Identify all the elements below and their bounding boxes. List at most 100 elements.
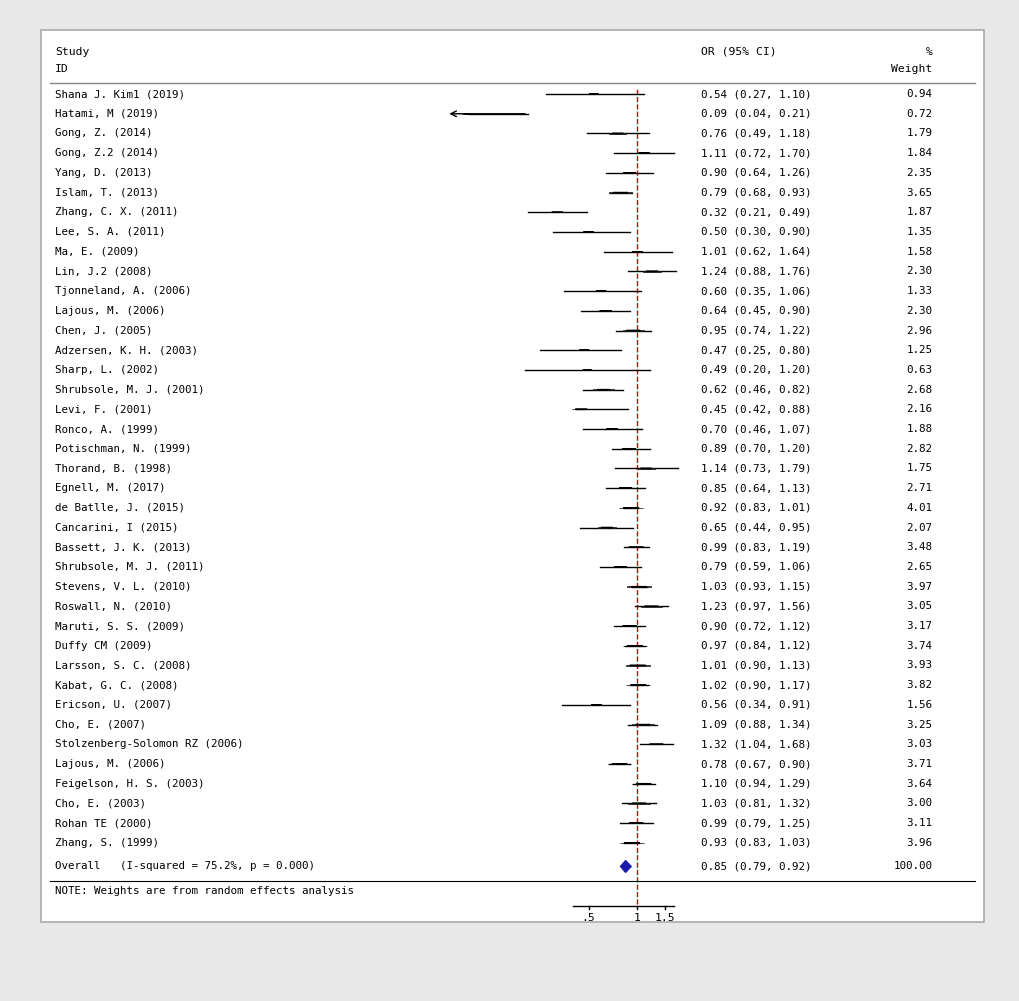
Text: 1.56: 1.56	[906, 700, 931, 710]
Text: ID: ID	[55, 64, 68, 74]
Text: 100.00: 100.00	[893, 862, 931, 872]
Text: 1.01 (0.90, 1.13): 1.01 (0.90, 1.13)	[701, 661, 811, 671]
Text: Roswall, N. (2010): Roswall, N. (2010)	[55, 602, 172, 612]
Text: 3.64: 3.64	[906, 779, 931, 789]
Text: 0.79 (0.59, 1.06): 0.79 (0.59, 1.06)	[701, 562, 811, 572]
Text: Lin, J.2 (2008): Lin, J.2 (2008)	[55, 266, 152, 276]
Text: Chen, J. (2005): Chen, J. (2005)	[55, 325, 152, 335]
Text: Cho, E. (2003): Cho, E. (2003)	[55, 799, 146, 809]
Text: 0.62 (0.46, 0.82): 0.62 (0.46, 0.82)	[701, 384, 811, 394]
Text: 1.58: 1.58	[906, 246, 931, 256]
Text: 0.32 (0.21, 0.49): 0.32 (0.21, 0.49)	[701, 207, 811, 217]
Text: 2.35: 2.35	[906, 168, 931, 178]
Text: 2.82: 2.82	[906, 443, 931, 453]
Text: Levi, F. (2001): Levi, F. (2001)	[55, 404, 152, 414]
Text: Islam, T. (2013): Islam, T. (2013)	[55, 187, 159, 197]
Text: Stolzenberg-Solomon RZ (2006): Stolzenberg-Solomon RZ (2006)	[55, 740, 244, 750]
Polygon shape	[620, 861, 631, 872]
Text: 2.68: 2.68	[906, 384, 931, 394]
Text: 1.88: 1.88	[906, 424, 931, 434]
Text: 1.01 (0.62, 1.64): 1.01 (0.62, 1.64)	[701, 246, 811, 256]
Text: 0.99 (0.83, 1.19): 0.99 (0.83, 1.19)	[701, 543, 811, 553]
Text: 1.03 (0.93, 1.15): 1.03 (0.93, 1.15)	[701, 582, 811, 592]
Text: 2.07: 2.07	[906, 523, 931, 533]
Text: 0.76 (0.49, 1.18): 0.76 (0.49, 1.18)	[701, 128, 811, 138]
Text: Larsson, S. C. (2008): Larsson, S. C. (2008)	[55, 661, 192, 671]
Text: 3.71: 3.71	[906, 759, 931, 769]
Text: 0.79 (0.68, 0.93): 0.79 (0.68, 0.93)	[701, 187, 811, 197]
Text: 0.64 (0.45, 0.90): 0.64 (0.45, 0.90)	[701, 306, 811, 315]
Text: Bassett, J. K. (2013): Bassett, J. K. (2013)	[55, 543, 192, 553]
Text: 1.03 (0.81, 1.32): 1.03 (0.81, 1.32)	[701, 799, 811, 809]
Text: 2.30: 2.30	[906, 266, 931, 276]
Text: Weight: Weight	[891, 64, 931, 74]
Text: 1.33: 1.33	[906, 286, 931, 296]
Text: 0.63: 0.63	[906, 365, 931, 375]
Text: NOTE: Weights are from random effects analysis: NOTE: Weights are from random effects an…	[55, 886, 354, 896]
Text: 1.11 (0.72, 1.70): 1.11 (0.72, 1.70)	[701, 148, 811, 158]
Text: 1.75: 1.75	[906, 463, 931, 473]
Text: 1.35: 1.35	[906, 227, 931, 237]
Text: Sharp, L. (2002): Sharp, L. (2002)	[55, 365, 159, 375]
Text: Study: Study	[55, 47, 90, 57]
Text: 0.90 (0.72, 1.12): 0.90 (0.72, 1.12)	[701, 621, 811, 631]
Text: 0.45 (0.42, 0.88): 0.45 (0.42, 0.88)	[701, 404, 811, 414]
Text: 1.09 (0.88, 1.34): 1.09 (0.88, 1.34)	[701, 720, 811, 730]
Text: 0.56 (0.34, 0.91): 0.56 (0.34, 0.91)	[701, 700, 811, 710]
Text: 3.82: 3.82	[906, 681, 931, 690]
Text: 0.60 (0.35, 1.06): 0.60 (0.35, 1.06)	[701, 286, 811, 296]
Text: Stevens, V. L. (2010): Stevens, V. L. (2010)	[55, 582, 192, 592]
Text: Feigelson, H. S. (2003): Feigelson, H. S. (2003)	[55, 779, 204, 789]
Text: Shana J. Kim1 (2019): Shana J. Kim1 (2019)	[55, 89, 184, 99]
Text: 0.85 (0.79, 0.92): 0.85 (0.79, 0.92)	[701, 862, 811, 872]
Text: Adzersen, K. H. (2003): Adzersen, K. H. (2003)	[55, 345, 198, 355]
Text: Shrubsole, M. J. (2001): Shrubsole, M. J. (2001)	[55, 384, 204, 394]
Text: 3.65: 3.65	[906, 187, 931, 197]
Text: Hatami, M (2019): Hatami, M (2019)	[55, 109, 159, 119]
Text: Kabat, G. C. (2008): Kabat, G. C. (2008)	[55, 681, 178, 690]
Text: 1.87: 1.87	[906, 207, 931, 217]
Text: 0.09 (0.04, 0.21): 0.09 (0.04, 0.21)	[701, 109, 811, 119]
Text: 0.92 (0.83, 1.01): 0.92 (0.83, 1.01)	[701, 503, 811, 513]
Text: Gong, Z. (2014): Gong, Z. (2014)	[55, 128, 152, 138]
Text: 0.70 (0.46, 1.07): 0.70 (0.46, 1.07)	[701, 424, 811, 434]
Text: 3.74: 3.74	[906, 641, 931, 651]
Text: 0.47 (0.25, 0.80): 0.47 (0.25, 0.80)	[701, 345, 811, 355]
Text: 0.54 (0.27, 1.10): 0.54 (0.27, 1.10)	[701, 89, 811, 99]
Text: 1.79: 1.79	[906, 128, 931, 138]
Text: 1.32 (1.04, 1.68): 1.32 (1.04, 1.68)	[701, 740, 811, 750]
Text: Egnell, M. (2017): Egnell, M. (2017)	[55, 483, 165, 493]
Text: 1.25: 1.25	[906, 345, 931, 355]
Text: 1.10 (0.94, 1.29): 1.10 (0.94, 1.29)	[701, 779, 811, 789]
Text: 2.30: 2.30	[906, 306, 931, 315]
Text: 3.05: 3.05	[906, 602, 931, 612]
Text: 0.49 (0.20, 1.20): 0.49 (0.20, 1.20)	[701, 365, 811, 375]
Text: 0.97 (0.84, 1.12): 0.97 (0.84, 1.12)	[701, 641, 811, 651]
Text: 2.65: 2.65	[906, 562, 931, 572]
Text: Ericson, U. (2007): Ericson, U. (2007)	[55, 700, 172, 710]
Text: de Batlle, J. (2015): de Batlle, J. (2015)	[55, 503, 184, 513]
Text: Ma, E. (2009): Ma, E. (2009)	[55, 246, 140, 256]
Text: 0.89 (0.70, 1.20): 0.89 (0.70, 1.20)	[701, 443, 811, 453]
Text: Zhang, S. (1999): Zhang, S. (1999)	[55, 838, 159, 848]
Text: 0.94: 0.94	[906, 89, 931, 99]
Text: 0.93 (0.83, 1.03): 0.93 (0.83, 1.03)	[701, 838, 811, 848]
Text: 3.96: 3.96	[906, 838, 931, 848]
Text: 1.84: 1.84	[906, 148, 931, 158]
Text: 0.72: 0.72	[906, 109, 931, 119]
Text: 3.11: 3.11	[906, 818, 931, 828]
Text: 1: 1	[633, 913, 640, 923]
Text: OR (95% CI): OR (95% CI)	[701, 47, 776, 57]
Text: 1.14 (0.73, 1.79): 1.14 (0.73, 1.79)	[701, 463, 811, 473]
Text: 1.23 (0.97, 1.56): 1.23 (0.97, 1.56)	[701, 602, 811, 612]
Text: 2.71: 2.71	[906, 483, 931, 493]
Text: Maruti, S. S. (2009): Maruti, S. S. (2009)	[55, 621, 184, 631]
Text: 0.50 (0.30, 0.90): 0.50 (0.30, 0.90)	[701, 227, 811, 237]
Text: 0.95 (0.74, 1.22): 0.95 (0.74, 1.22)	[701, 325, 811, 335]
Text: 2.96: 2.96	[906, 325, 931, 335]
Text: Lajous, M. (2006): Lajous, M. (2006)	[55, 306, 165, 315]
Text: Zhang, C. X. (2011): Zhang, C. X. (2011)	[55, 207, 178, 217]
Text: 2.16: 2.16	[906, 404, 931, 414]
Text: 1.02 (0.90, 1.17): 1.02 (0.90, 1.17)	[701, 681, 811, 690]
Text: Thorand, B. (1998): Thorand, B. (1998)	[55, 463, 172, 473]
